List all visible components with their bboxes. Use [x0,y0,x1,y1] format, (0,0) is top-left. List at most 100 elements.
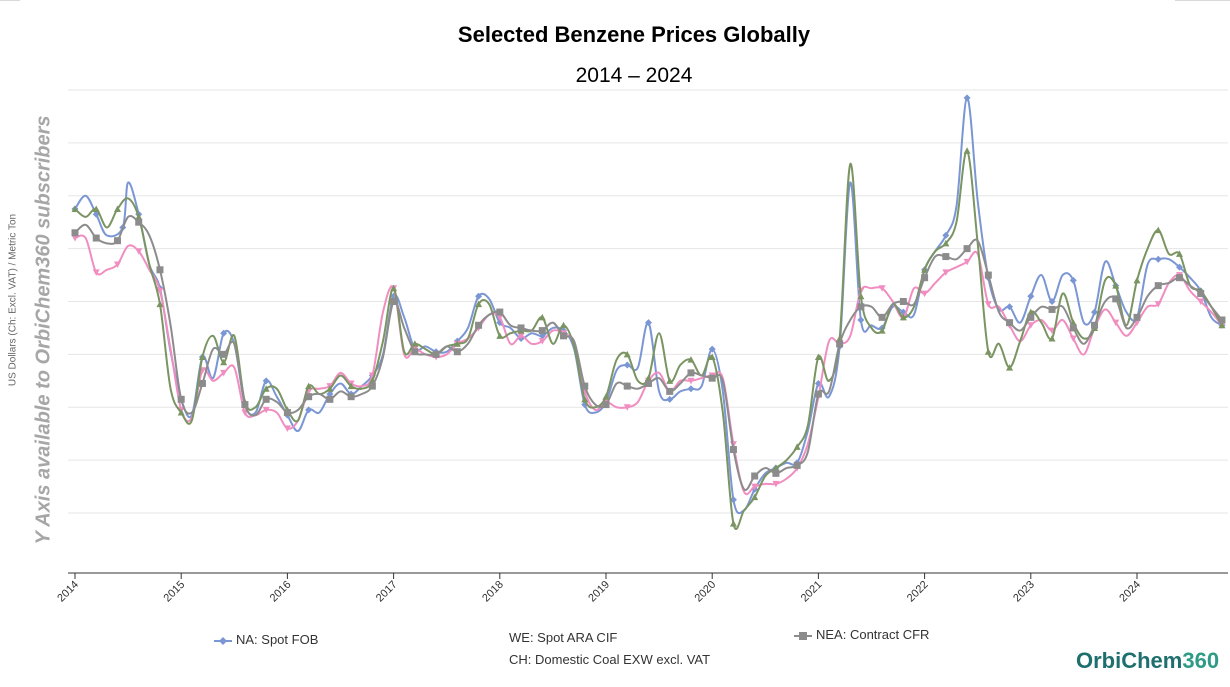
data-point [1006,303,1014,311]
data-point [538,327,546,335]
legend-item-na[interactable]: NA: Spot FOB [214,632,318,647]
data-point [984,271,992,279]
data-point [92,205,100,212]
data-point [1048,298,1056,305]
data-point [729,520,737,527]
legend-label: CH: Domestic Coal EXW excl. VAT [509,652,711,667]
data-point [942,239,950,247]
logo-number: 360 [1182,648,1220,673]
data-point [899,298,907,305]
data-point [517,324,525,332]
grid-lines [68,89,1228,514]
data-point [368,382,376,390]
data-point [156,266,164,274]
data-point [496,314,504,321]
data-point [135,213,143,220]
data-point [581,395,589,403]
data-point [390,298,398,305]
legend-label: NA: Spot FOB [236,632,319,647]
data-point [708,345,716,353]
data-point [666,377,674,384]
data-point [1069,324,1077,332]
data-point [1091,308,1099,316]
data-point [390,284,398,292]
data-point [857,316,865,324]
data-point [220,329,228,337]
data-point [326,390,334,398]
data-point [878,313,886,321]
data-point [135,248,143,255]
data-point [1006,364,1014,371]
series-3 [71,214,1226,492]
legend-item-ch[interactable]: CH: Domestic Coal EXW excl. VAT [509,652,710,667]
data-point [602,401,610,409]
data-point [623,361,631,369]
data-point [220,358,228,366]
data-point [687,369,695,377]
data-point [814,390,822,398]
data-point [1027,292,1035,300]
data-point [496,308,504,316]
chart-subtitle: 2014 – 2024 [575,64,693,87]
data-point [963,147,971,154]
x-tick-label: 2014 [55,579,81,605]
series-line [74,96,1223,515]
x-tick-label: 2018 [480,579,506,605]
data-point [687,377,695,385]
data-point [708,353,716,361]
data-point [92,269,100,276]
x-tick-label: 2024 [1117,579,1143,605]
data-point [1218,321,1226,329]
data-point [177,409,185,416]
data-point [1197,298,1205,305]
data-point [305,406,313,414]
data-point [1006,319,1014,327]
data-point [1027,308,1035,316]
data-point [220,350,228,358]
data-point [751,483,759,491]
data-point [475,321,483,329]
data-point [283,425,291,432]
data-point [602,393,610,400]
data-point [878,285,886,292]
data-point [262,395,270,403]
data-point [1133,313,1141,321]
data-point [751,493,759,501]
x-tick-label: 2023 [1011,579,1037,605]
data-point [156,287,164,295]
series-group [71,94,1226,531]
series-0 [71,94,1226,515]
data-point [453,340,461,347]
data-point [772,464,780,472]
data-point [687,385,695,393]
data-point [538,313,546,321]
chart-title: Selected Benzene Prices Globally [457,22,811,47]
data-point [942,231,950,239]
data-point [623,404,631,411]
data-point [1112,319,1120,327]
data-point [411,348,419,356]
data-point [347,393,355,401]
data-point [963,258,971,266]
x-tick-label: 2016 [268,579,294,605]
data-point [432,350,440,358]
series-line [74,234,1223,496]
data-point [666,387,674,395]
data-point [1048,305,1056,313]
data-point [1112,295,1120,303]
data-point [1027,313,1035,321]
data-point [262,406,270,414]
data-point [814,353,822,361]
data-point [560,321,568,329]
legend-label: WE: Spot ARA CIF [509,630,618,645]
legend-item-nea[interactable]: NEA: Contract CFR [794,627,929,642]
legend-item-we[interactable]: WE: Spot ARA CIF [509,630,617,645]
x-tick-label: 2017 [374,579,400,605]
data-point [475,300,483,308]
x-tick-label: 2019 [586,579,612,605]
data-point [560,332,568,340]
data-point [1197,290,1205,298]
data-point [793,443,801,450]
data-point [475,292,483,300]
